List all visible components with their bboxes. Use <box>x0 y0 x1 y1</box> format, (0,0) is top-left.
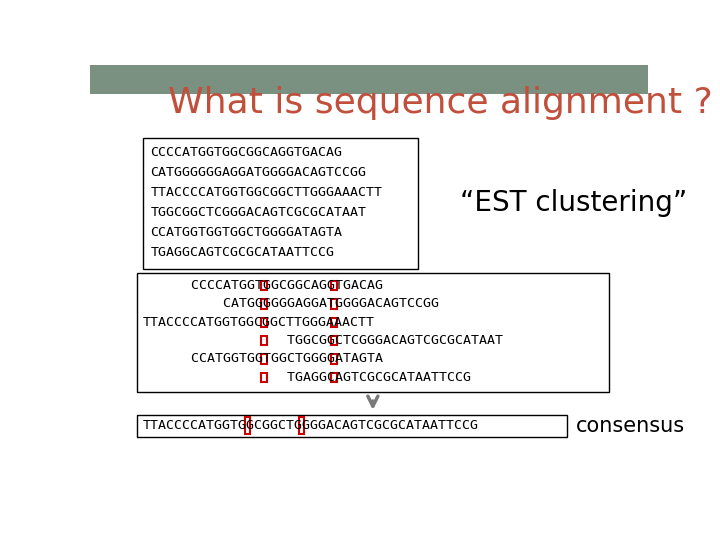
Bar <box>330 336 337 345</box>
Text: CCCCATGGTGGCGGCAGGTGACAG: CCCCATGGTGGCGGCAGGTGACAG <box>150 146 343 159</box>
Text: TGAGGCAGTCGCGCATAATTCCG: TGAGGCAGTCGCGCATAATTCCG <box>143 371 471 384</box>
Text: TTACCCCATGGTGGCGGCTGGGGACAGTCGCGCATAATTCCG: TTACCCCATGGTGGCGGCTGGGGACAGTCGCGCATAATTC… <box>143 420 479 433</box>
Text: CCCCATGGTGGCGGCAGGTGACAG: CCCCATGGTGGCGGCAGGTGACAG <box>143 279 383 292</box>
Bar <box>261 281 266 290</box>
Bar <box>245 417 251 434</box>
Bar <box>261 336 266 345</box>
Text: TTACCCCATGGTGGCGGCTTGGGAAACTT: TTACCCCATGGTGGCGGCTTGGGAAACTT <box>143 316 374 329</box>
Bar <box>261 354 266 363</box>
Text: CATGGGGGGAGGATGGGGACAGTCCGG: CATGGGGGGAGGATGGGGACAGTCCGG <box>143 298 438 310</box>
Bar <box>299 417 305 434</box>
Bar <box>330 354 337 363</box>
Text: “EST clustering”: “EST clustering” <box>461 190 688 218</box>
FancyBboxPatch shape <box>137 273 609 392</box>
Text: CCATGGTGGTGGCTGGGGATAGTA: CCATGGTGGTGGCTGGGGATAGTA <box>143 353 383 366</box>
Text: TTACCCCATGGTGGCGGCTTGGGAAACTT: TTACCCCATGGTGGCGGCTTGGGAAACTT <box>150 186 382 199</box>
Bar <box>330 373 337 382</box>
Bar <box>261 373 266 382</box>
Bar <box>330 281 337 290</box>
Text: TGGCGGCTCGGGACAGTCGCGCATAAT: TGGCGGCTCGGGACAGTCGCGCATAAT <box>143 334 503 347</box>
Bar <box>90 65 648 94</box>
Bar <box>330 299 337 308</box>
Bar <box>261 299 266 308</box>
FancyBboxPatch shape <box>143 138 418 269</box>
FancyBboxPatch shape <box>137 415 567 437</box>
Text: TGGCGGCTCGGGACAGTCGCGCATAAT: TGGCGGCTCGGGACAGTCGCGCATAAT <box>150 206 366 219</box>
Text: TGAGGCAGTCGCGCATAATTCCG: TGAGGCAGTCGCGCATAATTCCG <box>150 246 335 259</box>
Bar <box>261 318 266 327</box>
Text: What is sequence alignment ?: What is sequence alignment ? <box>168 86 712 120</box>
Text: consensus: consensus <box>576 416 685 436</box>
Text: CCATGGTGGTGGCTGGGGATAGTA: CCATGGTGGTGGCTGGGGATAGTA <box>150 226 343 239</box>
Text: CATGGGGGGAGGATGGGGACAGTCCGG: CATGGGGGGAGGATGGGGACAGTCCGG <box>150 166 366 179</box>
Bar <box>330 318 337 327</box>
